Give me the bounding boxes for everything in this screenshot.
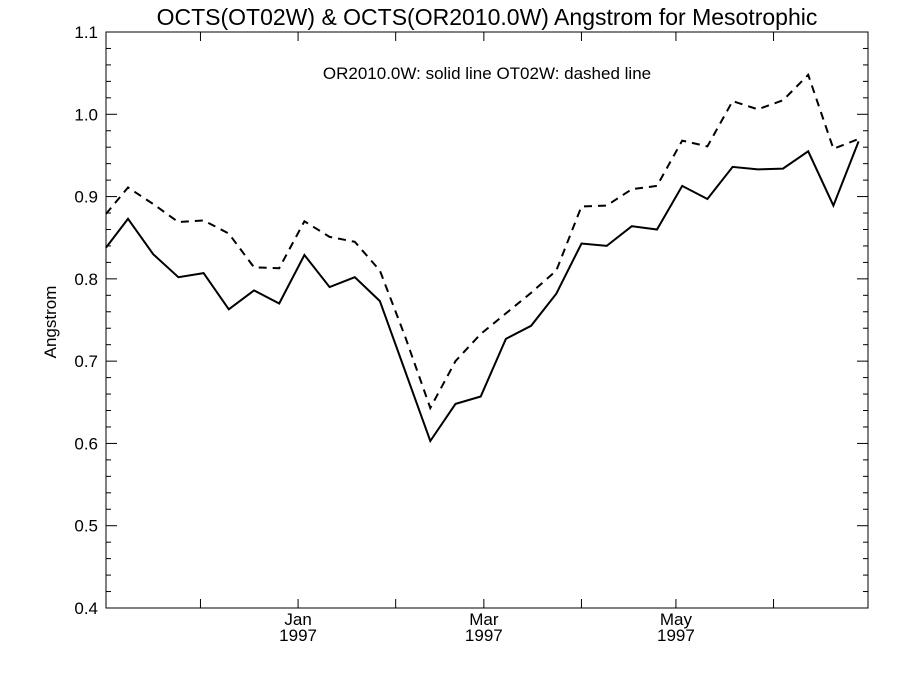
plot-frame bbox=[105, 31, 869, 609]
y-tick-label: 1.1 bbox=[74, 23, 98, 42]
series-line-or2010-0w bbox=[105, 141, 860, 444]
chart-legend-annotation: OR2010.0W: solid line OT02W: dashed line bbox=[323, 64, 651, 83]
tick-labels: 0.40.50.60.70.80.91.01.1Jan1997Mar1997Ma… bbox=[74, 23, 694, 645]
series-line-ot02w bbox=[105, 72, 859, 411]
axis-ticks bbox=[106, 31, 868, 609]
y-tick-label: 0.5 bbox=[74, 517, 98, 536]
y-axis-label: Angstrom bbox=[41, 286, 60, 359]
y-tick-label: 0.9 bbox=[74, 188, 98, 207]
y-tick-label: 1.0 bbox=[74, 105, 98, 124]
y-tick-label: 0.6 bbox=[74, 434, 98, 453]
series-lines bbox=[105, 72, 860, 444]
y-tick-label: 0.8 bbox=[74, 270, 98, 289]
x-tick-label-month: May bbox=[660, 610, 693, 629]
y-tick-label: 0.7 bbox=[74, 352, 98, 371]
x-tick-label-year: 1997 bbox=[657, 626, 695, 645]
y-tick-label: 0.4 bbox=[74, 599, 98, 618]
x-tick-label-month: Jan bbox=[284, 610, 311, 629]
chart-title: OCTS(OT02W) & OCTS(OR2010.0W) Angstrom f… bbox=[157, 4, 818, 30]
x-tick-label-month: Mar bbox=[469, 610, 499, 629]
x-tick-label-year: 1997 bbox=[279, 626, 317, 645]
x-tick-label-year: 1997 bbox=[465, 626, 503, 645]
